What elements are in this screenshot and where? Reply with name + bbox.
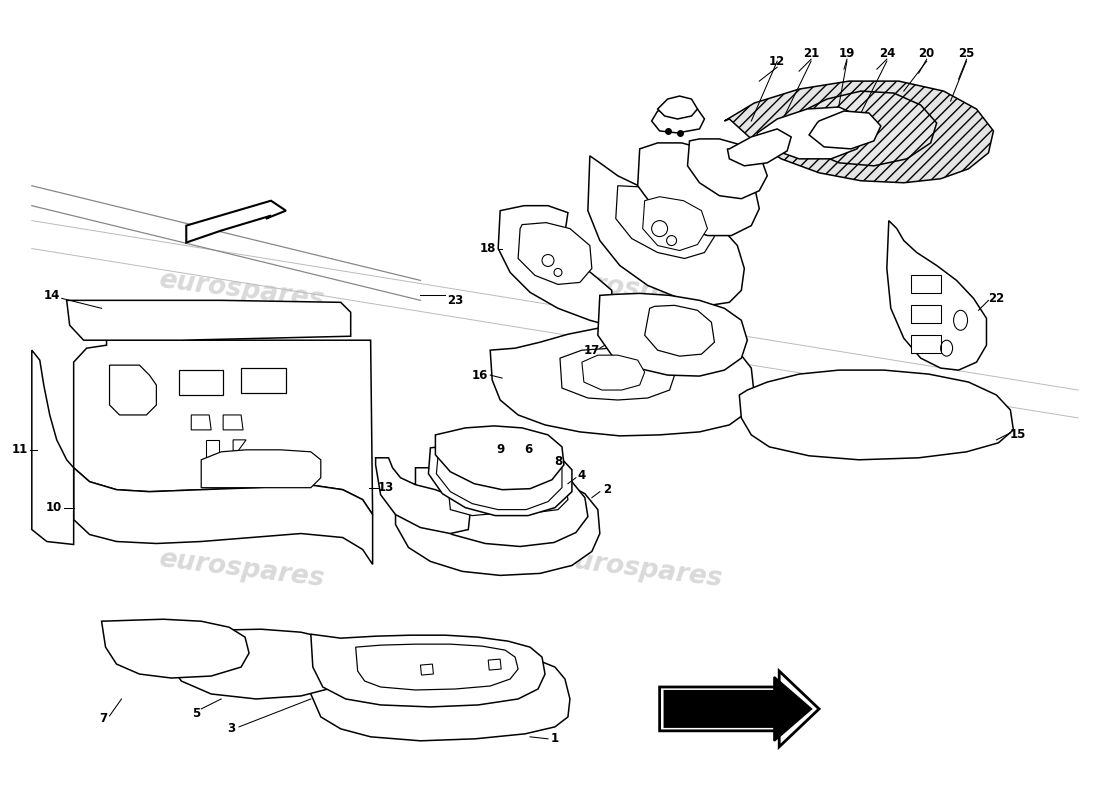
Polygon shape <box>794 91 937 166</box>
Text: 10: 10 <box>45 501 62 514</box>
Polygon shape <box>306 651 570 741</box>
Text: 16: 16 <box>472 369 488 382</box>
Text: eurospares: eurospares <box>156 267 326 314</box>
Text: 23: 23 <box>448 294 463 307</box>
Polygon shape <box>201 450 321 488</box>
Polygon shape <box>660 671 820 746</box>
Text: eurospares: eurospares <box>556 267 724 314</box>
Text: 8: 8 <box>553 455 562 468</box>
Text: 14: 14 <box>44 289 59 302</box>
Polygon shape <box>241 368 286 393</box>
Polygon shape <box>355 644 518 690</box>
Polygon shape <box>616 186 714 258</box>
Text: 22: 22 <box>988 292 1004 305</box>
Text: 2: 2 <box>603 483 611 496</box>
Polygon shape <box>651 106 704 133</box>
Polygon shape <box>887 221 987 370</box>
Polygon shape <box>191 415 211 430</box>
Polygon shape <box>911 335 940 353</box>
Polygon shape <box>810 111 881 149</box>
Polygon shape <box>110 365 156 415</box>
Polygon shape <box>67 300 351 340</box>
Polygon shape <box>587 156 745 306</box>
Text: eurospares: eurospares <box>156 546 326 593</box>
Polygon shape <box>32 350 74 545</box>
Polygon shape <box>560 348 674 400</box>
Polygon shape <box>428 442 572 515</box>
Polygon shape <box>311 634 544 707</box>
Text: 1: 1 <box>551 732 559 746</box>
Polygon shape <box>658 96 697 119</box>
Text: 17: 17 <box>584 344 600 357</box>
Polygon shape <box>645 306 714 356</box>
Text: 3: 3 <box>227 722 235 735</box>
Polygon shape <box>101 619 249 678</box>
Text: 13: 13 <box>377 481 394 494</box>
Polygon shape <box>396 472 600 575</box>
Polygon shape <box>488 659 502 670</box>
Polygon shape <box>642 197 707 250</box>
Text: 5: 5 <box>192 707 200 721</box>
Polygon shape <box>233 440 246 458</box>
Polygon shape <box>491 326 755 436</box>
Text: 9: 9 <box>496 443 504 456</box>
Polygon shape <box>664 677 811 741</box>
Polygon shape <box>911 275 940 294</box>
Polygon shape <box>74 340 373 514</box>
Text: eurospares: eurospares <box>556 546 724 593</box>
Polygon shape <box>727 129 791 166</box>
Polygon shape <box>375 458 471 534</box>
Polygon shape <box>688 139 767 198</box>
Text: 7: 7 <box>99 712 108 726</box>
Text: 12: 12 <box>769 54 785 68</box>
Polygon shape <box>911 306 940 323</box>
Polygon shape <box>498 206 612 326</box>
Polygon shape <box>416 464 587 546</box>
Polygon shape <box>420 664 433 675</box>
Text: 11: 11 <box>12 443 28 456</box>
Polygon shape <box>179 370 223 395</box>
Polygon shape <box>597 294 747 376</box>
Polygon shape <box>518 222 592 285</box>
Text: 21: 21 <box>803 46 820 60</box>
Text: 24: 24 <box>879 46 895 60</box>
Text: 4: 4 <box>578 470 586 482</box>
Text: 18: 18 <box>480 242 496 255</box>
Text: 15: 15 <box>1010 428 1026 442</box>
Polygon shape <box>725 81 993 182</box>
Text: 25: 25 <box>958 46 975 60</box>
Text: 6: 6 <box>524 443 532 456</box>
Polygon shape <box>186 201 286 242</box>
Polygon shape <box>757 107 869 159</box>
Polygon shape <box>206 440 219 458</box>
Polygon shape <box>223 415 243 430</box>
Polygon shape <box>74 468 373 565</box>
Polygon shape <box>739 370 1013 460</box>
Polygon shape <box>582 355 645 390</box>
Polygon shape <box>449 484 506 515</box>
Polygon shape <box>437 443 562 510</box>
Polygon shape <box>638 143 759 235</box>
Polygon shape <box>162 619 349 699</box>
Polygon shape <box>436 426 564 490</box>
Text: 19: 19 <box>839 46 855 60</box>
Text: 20: 20 <box>918 46 935 60</box>
Polygon shape <box>510 481 568 513</box>
